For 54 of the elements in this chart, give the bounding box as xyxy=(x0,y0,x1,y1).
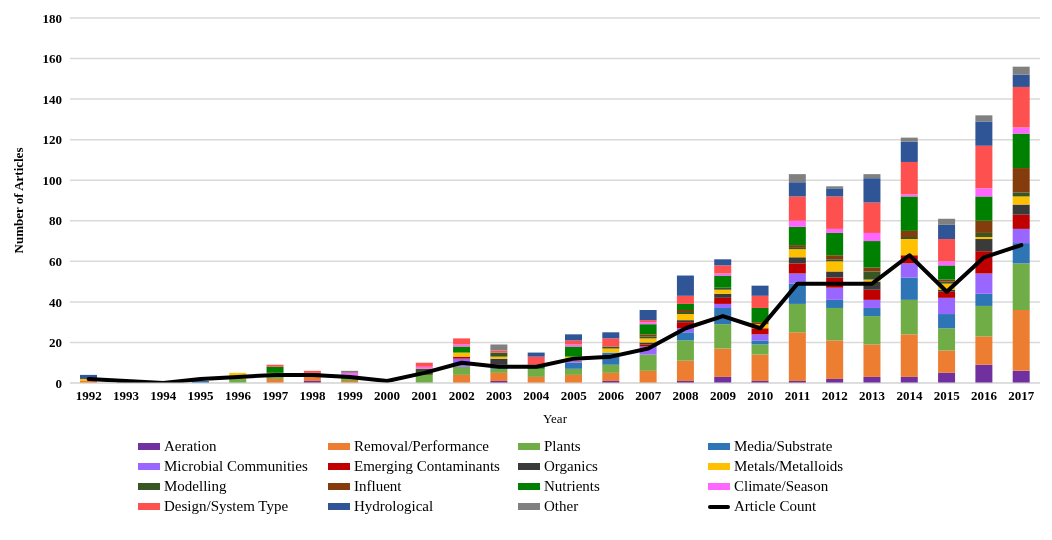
x-tick-label: 2014 xyxy=(896,388,923,404)
x-tick-label: 2011 xyxy=(784,388,811,404)
legend-label: Aeration xyxy=(164,438,217,455)
y-axis-title: Number of Articles xyxy=(10,147,26,254)
y-tick-label: 180 xyxy=(42,10,62,26)
x-tick-label: 2001 xyxy=(411,388,438,404)
x-tick-label: 2003 xyxy=(486,388,513,404)
x-tick-label: 2005 xyxy=(560,388,588,404)
y-tick-label: 40 xyxy=(49,294,62,310)
legend-label: Removal/Performance xyxy=(354,438,489,455)
x-tick-label: 1996 xyxy=(224,388,252,404)
x-tick-label: 2000 xyxy=(374,388,401,404)
x-tick-label: 1999 xyxy=(336,388,364,404)
legend-label: Media/Substrate xyxy=(734,438,833,455)
x-tick-label: 2007 xyxy=(635,388,662,404)
legend-label: Nutrients xyxy=(544,478,600,495)
y-tick-label: 120 xyxy=(42,132,62,148)
x-tick-label: 2010 xyxy=(747,388,774,404)
x-tick-label: 2015 xyxy=(933,388,961,404)
legend-label: Metals/Metalloids xyxy=(734,458,844,475)
x-tick-label: 2016 xyxy=(971,388,998,404)
x-tick-label: 2008 xyxy=(672,388,700,404)
x-tick-label: 2004 xyxy=(523,388,550,404)
legend-label: Emerging Contaminants xyxy=(354,458,500,475)
legend-label: Influent xyxy=(354,478,402,495)
legend-label: Plants xyxy=(544,438,581,455)
x-tick-label: 1998 xyxy=(299,388,326,404)
y-tick-label: 100 xyxy=(42,172,62,188)
y-tick-label: 60 xyxy=(49,253,62,269)
x-tick-label: 2012 xyxy=(821,388,848,404)
legend-label: Hydrological xyxy=(354,498,434,515)
y-tick-label: 0 xyxy=(55,375,62,391)
legend-label: Design/System Type xyxy=(164,498,289,515)
x-tick-label: 2009 xyxy=(709,388,737,404)
y-tick-label: 80 xyxy=(49,213,62,229)
x-axis-title: Year xyxy=(543,411,568,426)
x-tick-label: 2006 xyxy=(597,388,625,404)
legend-label: Climate/Season xyxy=(734,478,829,495)
y-tick-label: 140 xyxy=(42,91,62,107)
x-tick-label: 2017 xyxy=(1008,388,1035,404)
y-tick-label: 20 xyxy=(49,335,62,351)
x-tick-label: 1995 xyxy=(187,388,215,404)
legend-label: Microbial Communities xyxy=(164,458,308,475)
x-tick-label: 1997 xyxy=(262,388,289,404)
x-tick-label: 2002 xyxy=(448,388,475,404)
legend-label: Other xyxy=(544,498,579,515)
y-tick-label: 160 xyxy=(42,51,62,67)
x-tick-label: 2013 xyxy=(859,388,886,404)
legend-label: Modelling xyxy=(164,478,227,495)
legend-label: Organics xyxy=(544,458,598,475)
x-tick-label: 1993 xyxy=(112,388,140,404)
legend-label: Article Count xyxy=(734,498,817,515)
x-tick-label: 1994 xyxy=(150,388,177,404)
x-tick-label: 1992 xyxy=(75,388,102,404)
